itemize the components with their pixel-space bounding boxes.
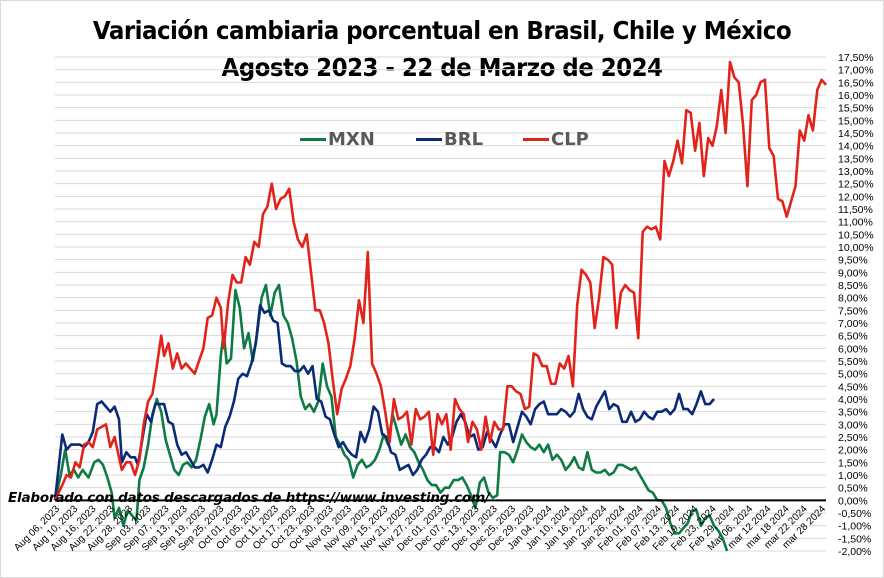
- legend-swatch-clp: [523, 138, 549, 141]
- legend-item-brl: BRL: [416, 129, 483, 150]
- y-tick-label: 6,00%: [838, 343, 868, 355]
- y-tick-label: 1,00%: [838, 470, 868, 482]
- legend-item-clp: CLP: [523, 129, 589, 150]
- chart-subtitle: Agosto 2023 - 22 de Marzo de 2024: [221, 53, 663, 82]
- series-line-clp: [53, 60, 827, 501]
- y-tick-label: 16,50%: [838, 77, 874, 89]
- y-tick-label: 1,50%: [838, 457, 868, 469]
- y-tick-label: 14,00%: [838, 141, 874, 153]
- y-tick-label: 2,50%: [838, 432, 868, 444]
- y-tick-label: 9,50%: [838, 255, 868, 267]
- legend-label-mxn: MXN: [328, 129, 375, 150]
- y-tick-label: 6,50%: [838, 331, 868, 343]
- y-tick-label: -1,50%: [838, 533, 871, 545]
- y-tick-label: -1,00%: [838, 521, 871, 533]
- y-tick-label: 17,50%: [838, 52, 874, 64]
- y-tick-label: 14,50%: [838, 128, 874, 140]
- legend-label-clp: CLP: [551, 129, 589, 150]
- y-tick-label: 17,00%: [838, 65, 874, 77]
- y-tick-label: 15,00%: [838, 115, 874, 127]
- y-tick-label: 0,00%: [838, 495, 868, 507]
- y-tick-label: 3,50%: [838, 407, 868, 419]
- chart-title: Variación cambiaria porcentual en Brasil…: [92, 16, 792, 45]
- y-tick-label: 12,50%: [838, 179, 874, 191]
- y-tick-label: 11,00%: [838, 217, 873, 229]
- y-tick-label: 12,00%: [838, 191, 874, 203]
- y-tick-label: 13,50%: [838, 153, 874, 165]
- y-tick-label: 16,00%: [838, 90, 874, 102]
- legend-label-brl: BRL: [444, 129, 484, 150]
- y-tick-label: -0,50%: [838, 508, 871, 520]
- y-tick-label: 10,00%: [838, 242, 874, 254]
- y-tick-label: 9,00%: [838, 267, 868, 279]
- legend-swatch-brl: [416, 138, 442, 141]
- source-annotation: Elaborado con datos descargados de https…: [8, 490, 490, 506]
- y-tick-label: 8,00%: [838, 293, 868, 305]
- y-tick-label: 0,50%: [838, 483, 868, 495]
- y-tick-label: 7,00%: [838, 318, 868, 330]
- y-tick-label: 4,00%: [838, 394, 868, 406]
- y-tick-label: 11,50%: [838, 204, 873, 216]
- y-tick-label: 5,50%: [838, 356, 868, 368]
- y-tick-label: 10,50%: [838, 229, 874, 241]
- y-tick-label: 13,00%: [838, 166, 874, 178]
- legend-swatch-mxn: [300, 138, 326, 141]
- y-tick-label: 2,00%: [838, 445, 868, 457]
- y-tick-label: 7,50%: [838, 305, 868, 317]
- y-tick-label: -2,00%: [838, 546, 871, 558]
- y-tick-label: 8,50%: [838, 280, 868, 292]
- y-tick-label: 5,00%: [838, 369, 868, 381]
- y-tick-label: 3,00%: [838, 419, 868, 431]
- y-tick-label: 15,50%: [838, 103, 874, 115]
- series-line-brl: [53, 303, 715, 501]
- legend-item-mxn: MXN: [300, 129, 375, 150]
- y-tick-label: 4,50%: [838, 381, 868, 393]
